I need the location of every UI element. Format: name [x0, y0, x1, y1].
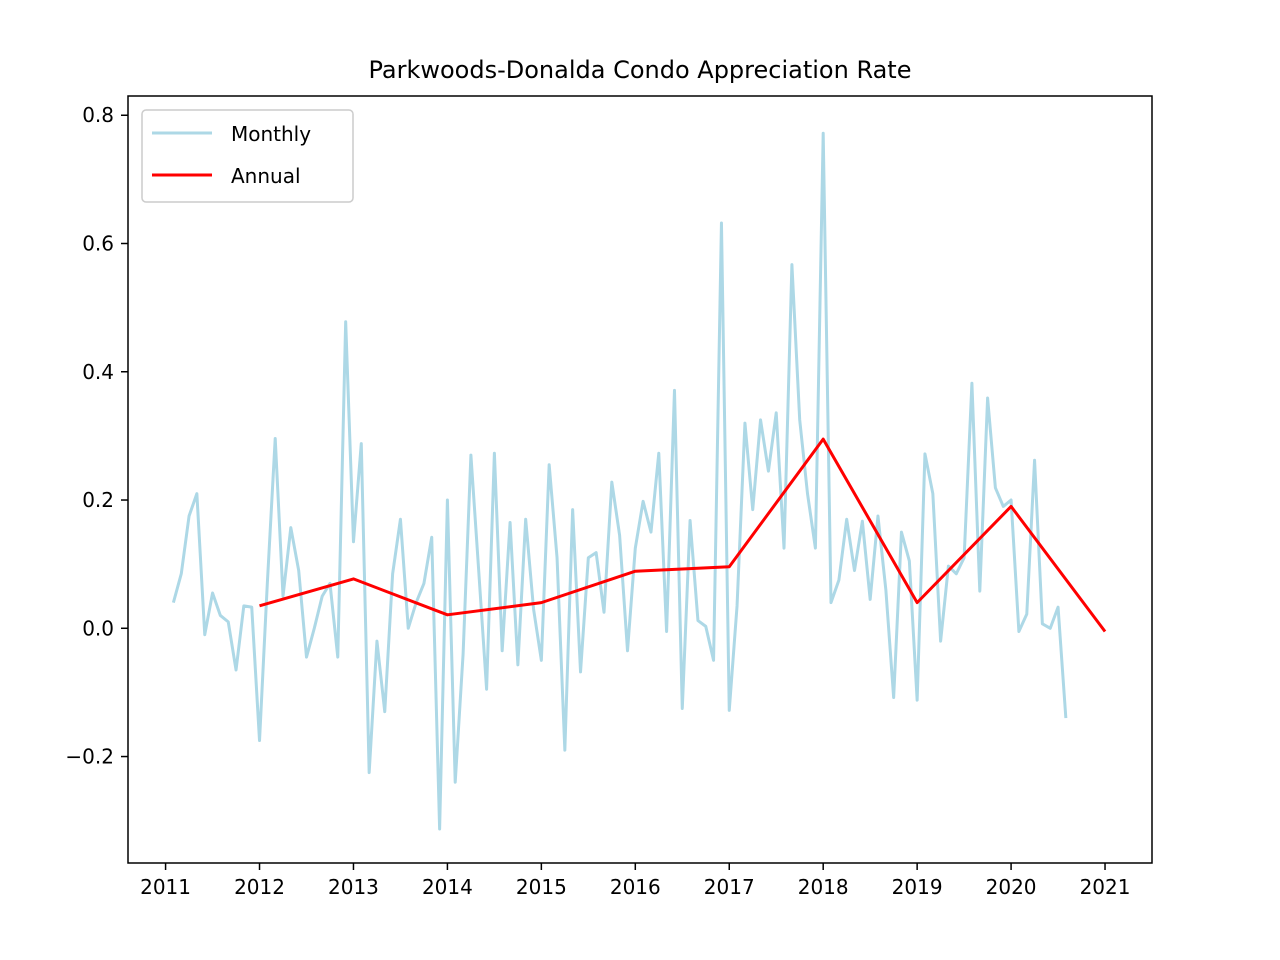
- y-tick-label: 0.8: [82, 103, 114, 127]
- series-layer: [171, 131, 1107, 831]
- y-tick-label: 0.0: [82, 616, 114, 640]
- x-tick-label: 2013: [328, 875, 379, 899]
- x-axis: 2011 2012 2013 2014 2015 2016 2017 2018 2019 2020…: [140, 863, 1130, 899]
- x-tick-label: 2014: [422, 875, 473, 899]
- x-tick-label: 2011: [140, 875, 191, 899]
- y-tick-label: 0.6: [82, 232, 114, 256]
- x-tick-label: 2020: [986, 875, 1037, 899]
- y-tick-label: 0.2: [82, 488, 114, 512]
- y-tick-label: −0.2: [65, 745, 114, 769]
- legend-label-annual: Annual: [231, 164, 301, 188]
- x-tick-label: 2016: [610, 875, 661, 899]
- x-tick-label: 2017: [704, 875, 755, 899]
- plot-frame: [127, 95, 1153, 864]
- x-tick-label: 2018: [798, 875, 849, 899]
- legend: Monthly Annual: [141, 109, 354, 203]
- x-tick-label: 2015: [516, 875, 567, 899]
- y-axis: −0.2 0.0 0.2 0.4 0.6 0.8: [65, 103, 128, 769]
- x-tick-label: 2019: [892, 875, 943, 899]
- series-line-annual: [259, 437, 1107, 633]
- y-tick-label: 0.4: [82, 360, 114, 384]
- series-line-monthly: [171, 131, 1068, 831]
- chart-title: Parkwoods-Donalda Condo Appreciation Rat…: [369, 56, 912, 84]
- x-tick-label: 2012: [234, 875, 285, 899]
- legend-label-monthly: Monthly: [231, 122, 311, 146]
- x-tick-label: 2021: [1080, 875, 1131, 899]
